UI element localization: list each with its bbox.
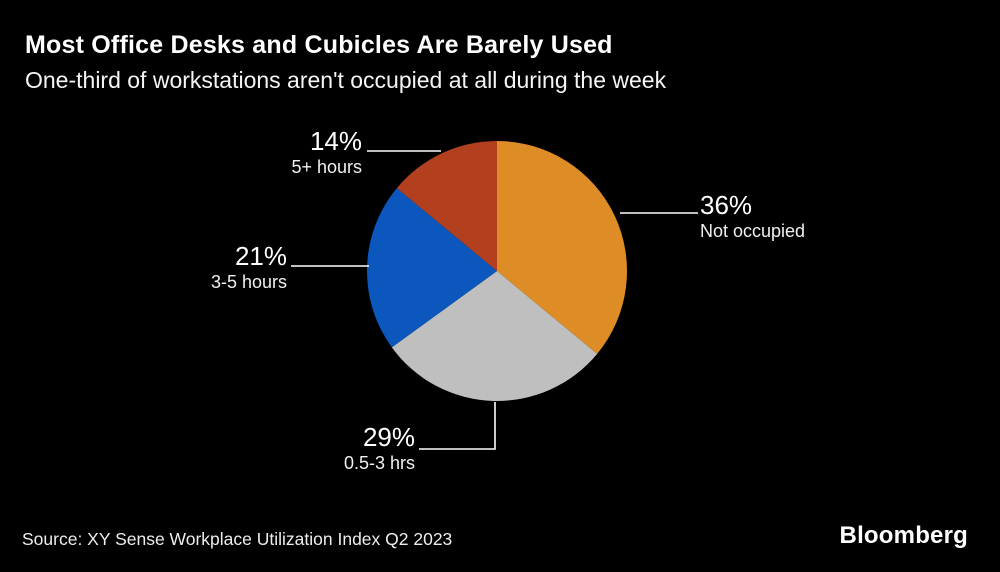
slice-pct-not-occupied: 36% bbox=[700, 190, 753, 220]
chart-title: Most Office Desks and Cubicles Are Barel… bbox=[25, 31, 613, 59]
chart-subtitle: One-third of workstations aren't occupie… bbox=[25, 67, 667, 93]
slice-pct-0.5-3-hrs: 29% bbox=[362, 422, 415, 452]
slice-label-not-occupied: 36% Not occupied bbox=[700, 190, 806, 244]
slice-name-3-5-hours: 3-5 hours bbox=[210, 272, 287, 293]
pie-slice-0.5-3-hrs bbox=[391, 271, 598, 402]
leader-line-0.5-3-hrs bbox=[419, 402, 496, 450]
bloomberg-logo: Bloomberg bbox=[839, 522, 968, 549]
slice-pct-3-5-hours: 21% bbox=[234, 241, 287, 271]
slice-label-3-5-hours: 21% 3-5 hours bbox=[210, 241, 287, 295]
slice-name-0.5-3-hrs: 0.5-3 hrs bbox=[343, 453, 415, 474]
pie-slices bbox=[366, 140, 628, 402]
pie-slice-3-5-hours bbox=[366, 188, 497, 348]
pie-slice-not-occupied bbox=[497, 141, 628, 354]
slice-label-5plus-hours: 14% 5+ hours bbox=[291, 126, 362, 180]
slice-label-0.5-3-hrs: 29% 0.5-3 hrs bbox=[343, 422, 415, 476]
source-text: Source: XY Sense Workplace Utilization I… bbox=[22, 529, 453, 549]
pie-slice-5+-hours bbox=[396, 140, 497, 271]
slice-pct-5plus-hours: 14% bbox=[309, 126, 362, 156]
slice-name-5plus-hours: 5+ hours bbox=[291, 157, 362, 178]
slice-name-not-occupied: Not occupied bbox=[700, 221, 806, 242]
